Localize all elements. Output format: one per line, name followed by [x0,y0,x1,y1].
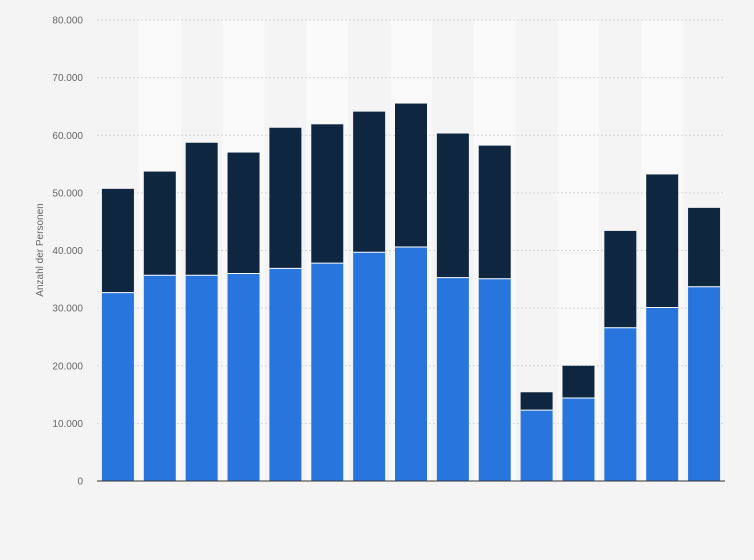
bar-segment-upper [269,127,302,269]
bar-segment-upper [520,392,553,411]
y-axis-ticks: 0 10.000 20.000 30.000 40.000 50.000 60.000 70.… [52,16,83,488]
bar-segment-lower [646,307,679,481]
bar-segment-upper [562,365,595,399]
bar-segment-lower [269,268,302,481]
y-tick-label: 80.000 [52,16,83,27]
y-tick-label: 40.000 [52,246,83,257]
bar-segment-upper [227,152,260,274]
bar-segment-upper [311,124,344,264]
bar-segment-upper [185,142,218,276]
bar-segment-lower [353,252,386,481]
bar-segment-lower [478,278,511,481]
bar-segment-lower [604,327,637,481]
y-tick-label: 0 [77,477,83,488]
y-tick-label: 10.000 [52,419,83,430]
bar-segment-upper [604,230,637,328]
bar-segment-upper [646,174,679,308]
y-tick-label: 70.000 [52,73,83,84]
y-tick-label: 30.000 [52,304,83,315]
bar-segment-lower [143,275,176,481]
bar-segment-lower [311,263,344,481]
bar-segment-upper [478,145,511,279]
bar-segment-upper [143,171,176,276]
bar-segment-lower [395,247,427,481]
bar-segment-upper [353,111,386,253]
bar-segment-upper [101,188,134,293]
bar-segment-upper [395,103,427,248]
bar-segment-lower [227,273,260,481]
bar-segment-lower [688,286,721,481]
bar-segment-lower [101,292,134,481]
bar-segment-lower [185,275,218,481]
y-tick-label: 60.000 [52,131,83,142]
bar-segment-upper [436,133,469,278]
bar-segment-lower [562,398,595,481]
bar-segment-lower [436,277,469,481]
y-tick-label: 50.000 [52,188,83,199]
y-tick-label: 20.000 [52,361,83,372]
bar-segment-upper [688,207,721,287]
y-axis-title: Anzahl der Personen [35,203,46,296]
bars [101,103,721,481]
bar-segment-lower [520,410,553,481]
